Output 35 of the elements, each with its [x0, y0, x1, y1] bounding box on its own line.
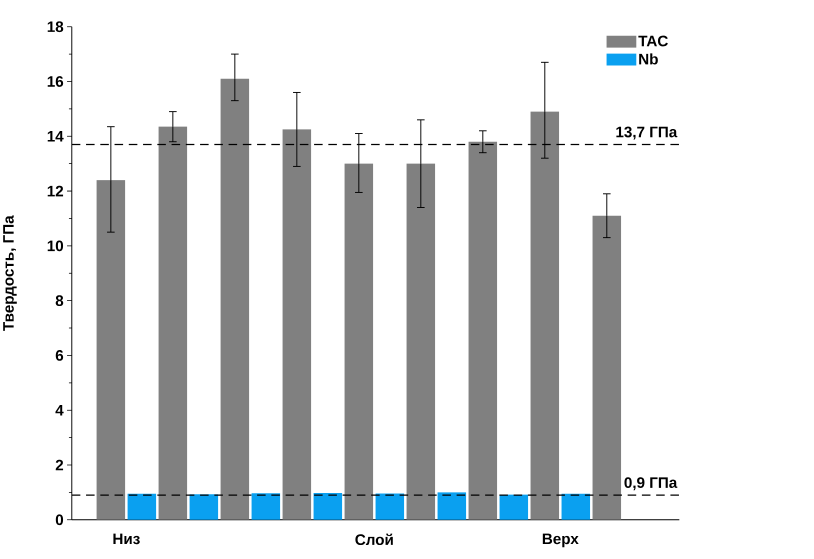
y-tick-label: 6 — [56, 350, 64, 361]
bar — [128, 494, 156, 520]
ref-line-label: 0,9 ГПа — [624, 477, 678, 490]
bar — [96, 180, 126, 520]
bar — [438, 492, 466, 520]
y-tick-label: 14 — [48, 131, 64, 142]
y-tick-label: 0 — [56, 514, 64, 526]
y-tick-label: 2 — [56, 460, 64, 470]
bar — [282, 129, 312, 520]
legend-label: Nb — [639, 53, 658, 65]
y-tick-label: 8 — [56, 295, 64, 306]
bar — [190, 494, 218, 520]
bar — [530, 112, 560, 520]
ref-line-label: 13,7 ГПа — [616, 126, 678, 140]
y-axis-title: Твердость, ГПа — [3, 215, 17, 331]
y-tick-label: 16 — [48, 76, 64, 87]
x-tick-label: Низ — [113, 534, 140, 544]
bar — [468, 142, 498, 520]
bar — [158, 126, 188, 520]
bar — [500, 494, 528, 520]
legend-label: TAC — [638, 36, 668, 46]
bar — [562, 494, 590, 520]
y-tick-label: 10 — [48, 240, 64, 252]
y-tick-label: 4 — [55, 405, 64, 416]
x-tick-label: Слой — [355, 534, 393, 546]
bar — [344, 164, 374, 520]
bar — [252, 493, 280, 520]
bar — [376, 494, 404, 520]
bar — [314, 492, 342, 520]
bar — [220, 78, 250, 520]
y-tick-label: 18 — [48, 21, 64, 32]
bar — [406, 164, 436, 520]
x-tick-label: Верх — [542, 534, 579, 548]
y-tick-label: 12 — [48, 186, 64, 196]
bar — [592, 216, 622, 520]
